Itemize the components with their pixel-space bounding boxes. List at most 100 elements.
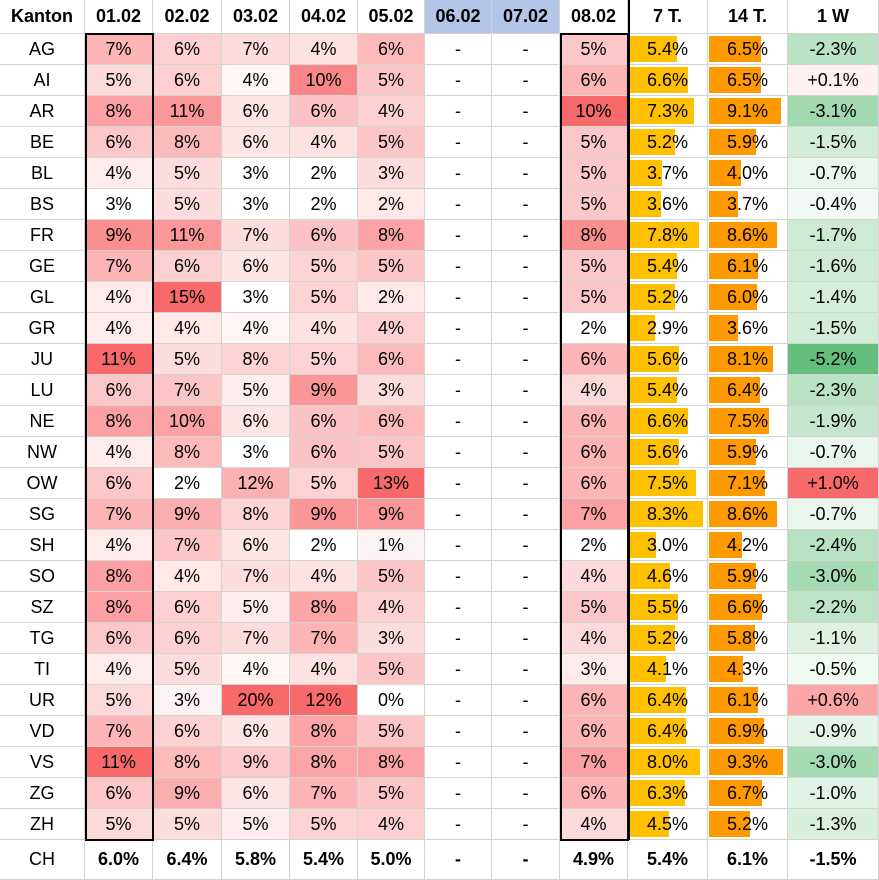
value-cell: - <box>425 220 492 251</box>
value-cell: - <box>425 344 492 375</box>
value-cell: 2% <box>560 530 628 561</box>
value-cell: 4% <box>560 623 628 654</box>
value-cell: 8% <box>153 747 222 778</box>
value-cell: - <box>492 96 560 127</box>
value-cell: 9% <box>290 499 358 530</box>
value-cell: 4% <box>85 437 153 468</box>
value-cell: - <box>492 406 560 437</box>
value-cell: 5% <box>222 375 290 406</box>
data-bar <box>709 284 757 310</box>
value-cell: 6% <box>358 406 425 437</box>
value-cell: 6% <box>222 778 290 809</box>
value-cell: +0.6% <box>788 685 879 716</box>
value-cell: - <box>492 654 560 685</box>
value-cell: 11% <box>153 96 222 127</box>
value-cell: 0% <box>358 685 425 716</box>
value-cell: 4% <box>222 313 290 344</box>
value-cell: -1.0% <box>788 778 879 809</box>
value-cell: - <box>492 778 560 809</box>
data-bar <box>709 811 751 837</box>
value-cell: 6% <box>222 127 290 158</box>
data-bar <box>629 98 695 124</box>
value-cell: 8% <box>560 220 628 251</box>
value-cell: - <box>425 809 492 840</box>
value-cell: - <box>492 344 560 375</box>
value-cell: 6% <box>358 34 425 65</box>
value-cell: 5% <box>358 127 425 158</box>
canton-label: SG <box>0 499 85 530</box>
value-cell: 5% <box>153 654 222 685</box>
value-cell: -3.1% <box>788 96 879 127</box>
value-cell: 6% <box>358 344 425 375</box>
value-cell: 5% <box>153 189 222 220</box>
data-bar <box>629 222 699 248</box>
value-cell: 5% <box>560 34 628 65</box>
value-cell: 5.6% <box>628 437 708 468</box>
canton-label: CH <box>0 840 85 880</box>
value-cell: 6% <box>560 437 628 468</box>
value-cell: - <box>492 251 560 282</box>
value-cell: 5% <box>153 809 222 840</box>
column-header: 08.02 <box>560 0 628 34</box>
value-cell: - <box>492 220 560 251</box>
value-cell: 4% <box>290 313 358 344</box>
canton-label: AI <box>0 65 85 96</box>
value-cell: 5.0% <box>358 840 425 880</box>
value-cell: - <box>492 809 560 840</box>
value-cell: - <box>492 34 560 65</box>
value-cell: 3% <box>358 158 425 189</box>
value-cell: 4% <box>153 561 222 592</box>
value-cell: 3.6% <box>708 313 788 344</box>
value-cell: -3.0% <box>788 561 879 592</box>
data-bar <box>629 625 676 651</box>
value-cell: - <box>425 840 492 880</box>
value-cell: 6.0% <box>708 282 788 313</box>
value-cell: 4% <box>85 654 153 685</box>
data-bar <box>709 532 743 558</box>
column-header: 01.02 <box>85 0 153 34</box>
value-cell: 9% <box>153 499 222 530</box>
value-cell: - <box>492 189 560 220</box>
data-bar <box>629 129 676 155</box>
value-cell: 9% <box>153 778 222 809</box>
value-cell: -0.7% <box>788 437 879 468</box>
value-cell: - <box>492 561 560 592</box>
value-cell: 2% <box>560 313 628 344</box>
value-cell: 5.4% <box>628 251 708 282</box>
data-bar <box>709 563 756 589</box>
value-cell: 4% <box>85 313 153 344</box>
column-header: 7 T. <box>628 0 708 34</box>
value-cell: 6% <box>153 716 222 747</box>
value-cell: 6% <box>222 406 290 437</box>
value-cell: -1.7% <box>788 220 879 251</box>
value-cell: 9% <box>85 220 153 251</box>
value-cell: - <box>425 530 492 561</box>
data-bar <box>709 749 783 775</box>
data-bar <box>629 532 656 558</box>
value-cell: 7% <box>290 778 358 809</box>
value-cell: 8% <box>153 127 222 158</box>
value-cell: 4% <box>358 313 425 344</box>
value-cell: 4.9% <box>560 840 628 880</box>
value-cell: 8% <box>290 716 358 747</box>
value-cell: 5% <box>290 251 358 282</box>
value-cell: 2% <box>358 282 425 313</box>
value-cell: 3% <box>358 375 425 406</box>
column-header: 03.02 <box>222 0 290 34</box>
data-bar <box>709 625 756 651</box>
value-cell: 4% <box>560 375 628 406</box>
value-cell: 8.3% <box>628 499 708 530</box>
value-cell: 9.1% <box>708 96 788 127</box>
data-bar <box>629 594 679 620</box>
value-cell: - <box>492 747 560 778</box>
data-bar <box>629 160 662 186</box>
value-cell: - <box>492 840 560 880</box>
value-cell: 7% <box>222 220 290 251</box>
value-cell: - <box>492 716 560 747</box>
value-cell: 2% <box>290 530 358 561</box>
value-cell: 8.0% <box>628 747 708 778</box>
value-cell: 4% <box>222 654 290 685</box>
value-cell: -1.9% <box>788 406 879 437</box>
data-bar <box>629 501 703 527</box>
value-cell: 4% <box>290 127 358 158</box>
